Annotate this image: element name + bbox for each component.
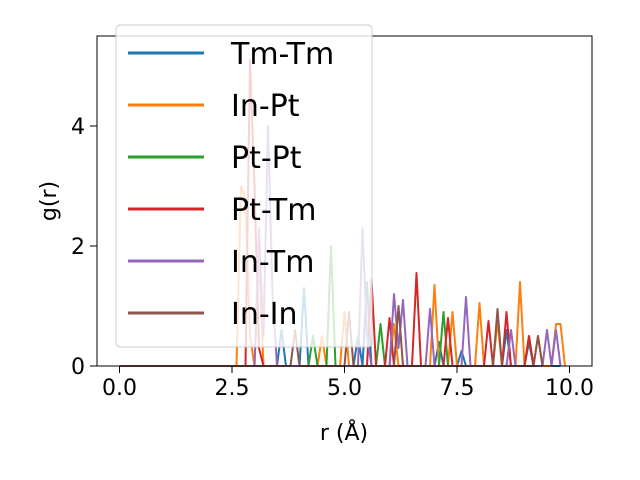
x-tick-label: 0.0 (102, 376, 137, 401)
y-tick-label: 2 (71, 235, 85, 260)
legend-items: Tm-Tm In-Pt Pt-Pt Pt-Tm In-Tm In-In (128, 37, 334, 332)
y-tick-label: 0 (71, 355, 85, 380)
legend-label: In-Tm (231, 245, 314, 280)
x-tick-label: 2.5 (215, 376, 250, 401)
legend: Tm-Tm In-Pt Pt-Pt Pt-Tm In-Tm In-In (115, 24, 373, 348)
series-line-pt-tm (119, 59, 535, 367)
legend-label: Tm-Tm (230, 37, 334, 72)
legend-label: In-Pt (231, 89, 300, 124)
legend-label: Pt-Pt (231, 141, 302, 176)
y-ticks: 0 2 4 (71, 115, 97, 380)
y-axis-label: g(r) (37, 181, 62, 221)
legend-label: Pt-Tm (231, 193, 316, 228)
y-tick-label: 4 (71, 115, 85, 140)
x-tick-label: 10.0 (545, 376, 594, 401)
x-axis-label: r (Å) (320, 419, 368, 446)
x-tick-label: 7.5 (440, 376, 475, 401)
legend-label: In-In (231, 297, 298, 332)
x-tick-label: 5.0 (327, 376, 362, 401)
x-ticks: 0.0 2.5 5.0 7.5 10.0 (102, 366, 594, 401)
